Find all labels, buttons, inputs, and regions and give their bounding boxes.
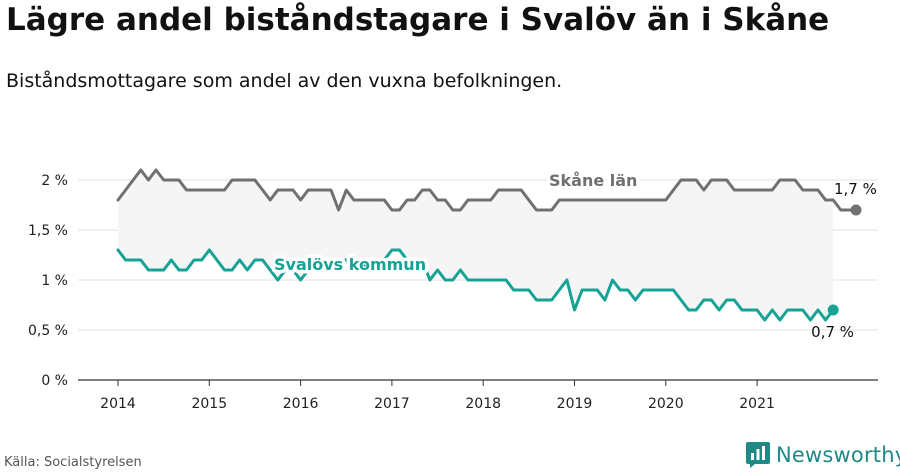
y-tick-label: 2 % — [41, 173, 68, 189]
x-tick-label: 2021 — [739, 396, 775, 412]
source-note: Källa: Socialstyrelsen — [4, 455, 142, 470]
skane-end-marker — [850, 204, 862, 216]
chart-subtitle: Biståndsmottagare som andel av den vuxna… — [6, 70, 563, 92]
brand-logo: Newsworthy — [746, 442, 900, 468]
y-tick-label: 1 % — [41, 273, 68, 289]
skane-line — [116, 168, 858, 212]
y-tick-label: 1,5 % — [28, 223, 68, 239]
x-tick-label: 2015 — [191, 396, 227, 412]
svalov-end-marker — [827, 304, 839, 316]
x-tick-label: 2019 — [557, 396, 593, 412]
x-tick-label: 2018 — [465, 396, 501, 412]
x-tick-label: 2014 — [100, 396, 136, 412]
x-tick-label: 2017 — [374, 396, 410, 412]
newsworthy-logo-icon — [746, 442, 770, 468]
y-tick-label: 0,5 % — [28, 323, 68, 339]
svalov-series-label: Svalövs kommun — [274, 255, 426, 274]
y-tick-label: 0 % — [41, 373, 68, 389]
skane-series-label: Skåne län — [549, 171, 637, 190]
skane-end-label: 1,7 % — [834, 180, 877, 198]
svalov-end-label: 0,7 % — [811, 323, 854, 341]
series-gap-band — [118, 170, 834, 320]
line-chart: 0 % 0,5 % 1 % 1,5 % 2 % 2014 2015 2016 2017 2018 2… — [28, 168, 878, 412]
x-tick-label: 2020 — [648, 396, 684, 412]
x-tick-label: 2016 — [283, 396, 319, 412]
brand-name: Newsworthy — [776, 443, 900, 467]
chart-title: Lägre andel biståndstagare i Svalöv än i… — [6, 2, 830, 38]
